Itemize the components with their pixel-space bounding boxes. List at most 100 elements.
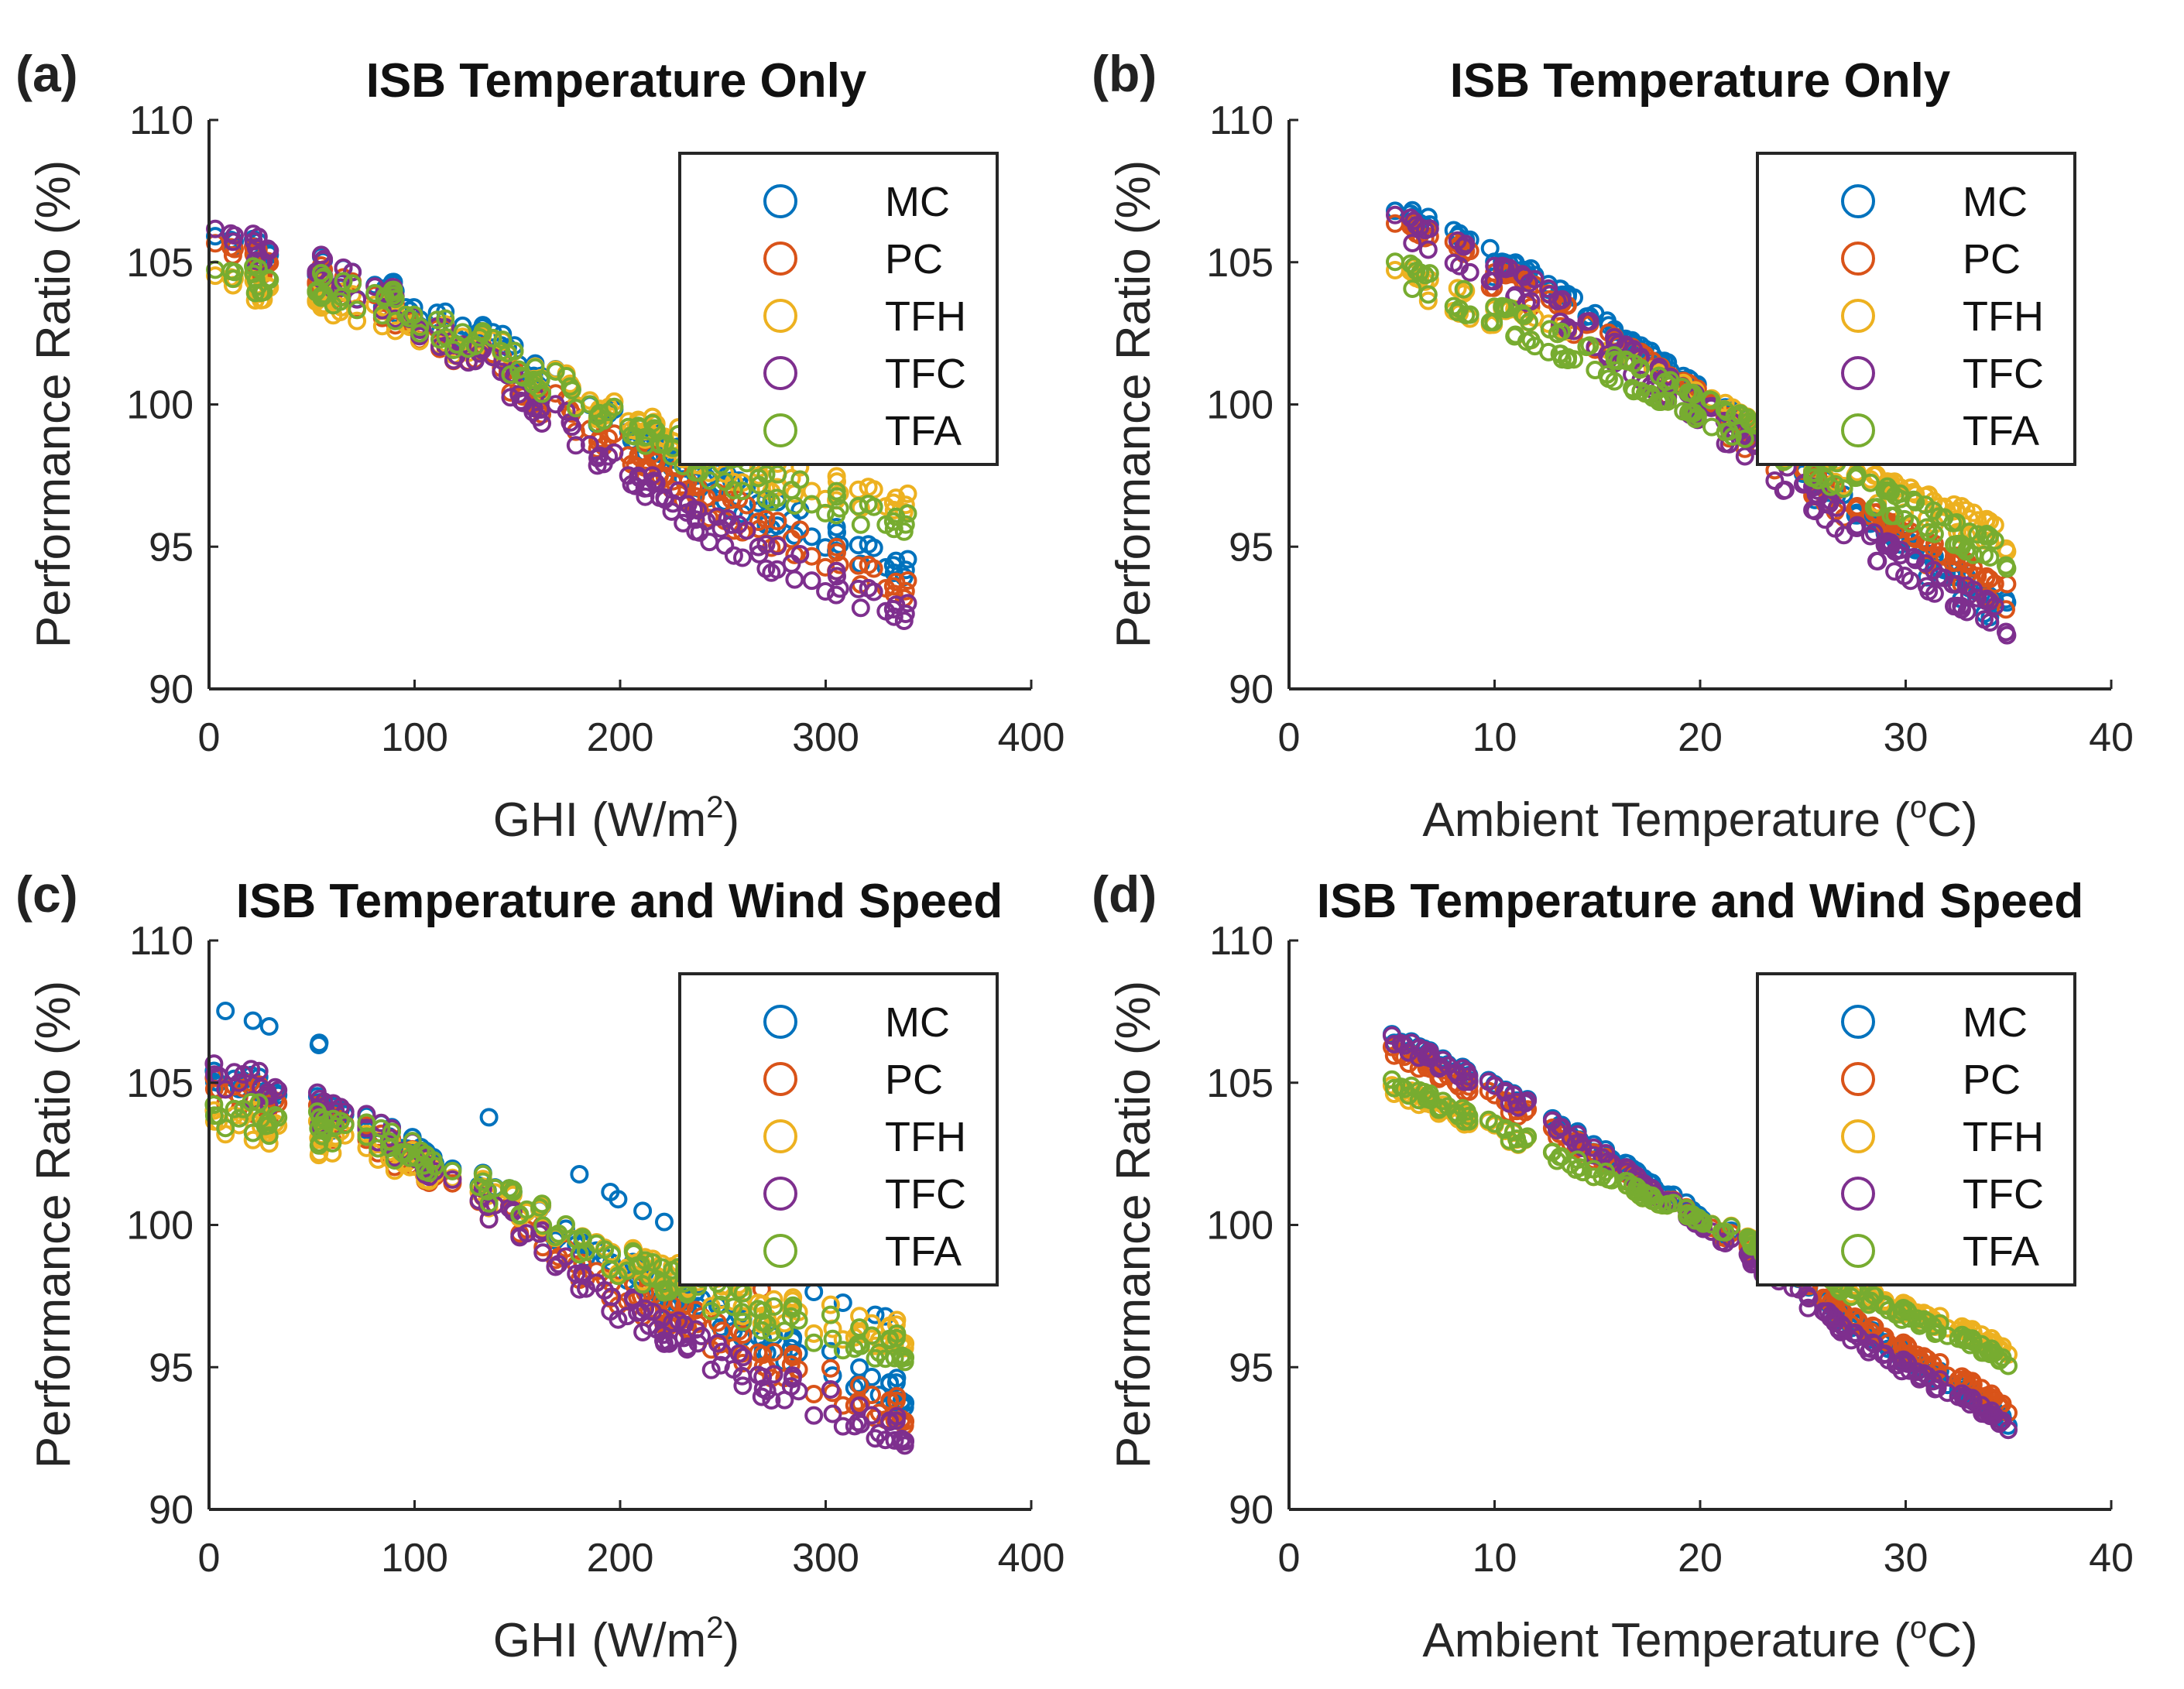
- legend-marker-tfa: [1841, 413, 1875, 447]
- scatter-point-tfa: [733, 1312, 753, 1331]
- scatter-point-tfh: [1945, 495, 1963, 514]
- scatter-point-pc: [898, 571, 917, 590]
- legend-label-tfa: TFA: [1963, 408, 2039, 454]
- scatter-point-tfc: [1881, 533, 1901, 553]
- legend-label-tfc: TFC: [885, 351, 966, 397]
- scatter-point-tfc: [830, 579, 849, 598]
- scatter-point-tfa: [1658, 392, 1678, 411]
- scatter-point-tfa: [804, 1333, 824, 1352]
- x-axis-label: GHI (W/m2): [493, 1611, 739, 1667]
- scatter-point-tfc: [443, 1170, 462, 1189]
- scatter-point-tfc: [862, 1406, 881, 1425]
- scatter-point-tfc: [1384, 1035, 1404, 1053]
- scatter-point-pc: [821, 1358, 840, 1378]
- scatter-point-tfa: [533, 1216, 553, 1235]
- scatter-point-tfa: [524, 370, 543, 389]
- axis-ticks: 0 100 200 300 400 90 95 100 105 110: [126, 98, 1065, 760]
- scatter-point-tfa: [453, 323, 472, 342]
- scatter-point-tfa: [1384, 1078, 1404, 1098]
- scatter-point-tfa: [1930, 1314, 1949, 1333]
- scatter-point-tfa: [384, 280, 403, 300]
- scatter-point-mc: [1597, 311, 1617, 331]
- scatter-point-mc: [827, 518, 846, 536]
- scatter-point-tfa: [1401, 254, 1420, 273]
- y-tick-label: 90: [1229, 1488, 1274, 1533]
- scatter-point-tfa: [307, 1102, 327, 1122]
- scatter-point-tfa: [1479, 1110, 1498, 1129]
- scatter-point-tfh: [605, 392, 624, 411]
- scatter-point-tfa: [410, 324, 429, 343]
- scatter-point-tfa: [1584, 1160, 1603, 1179]
- scatter-point-tfc: [533, 1243, 553, 1262]
- scatter-point-tfc: [249, 1061, 269, 1081]
- scatter-point-tfc: [643, 1302, 663, 1321]
- scatter-point-tfc: [1957, 602, 1977, 622]
- scatter-point-tfa: [783, 1296, 803, 1315]
- scatter-point-tfa: [823, 1329, 842, 1348]
- scatter-point-tfc: [1952, 597, 1971, 615]
- scatter-point-tfc: [1868, 552, 1887, 570]
- scatter-point-tfc: [708, 507, 727, 526]
- scatter-point-tfa: [1484, 313, 1503, 332]
- scatter-point-mc: [887, 1369, 907, 1388]
- legend-box: [678, 972, 999, 1286]
- scatter-point-tfc: [1863, 1333, 1882, 1352]
- y-tick-label: 95: [149, 1345, 194, 1390]
- y-tick-label: 105: [126, 1061, 194, 1106]
- scatter-point-tfa: [1420, 1084, 1439, 1103]
- scatter-point-tfa: [1947, 513, 1966, 532]
- y-tick-label: 90: [149, 1488, 194, 1533]
- legend-label-tfh: TFH: [885, 1114, 966, 1160]
- scatter-point-tfc: [307, 1083, 327, 1102]
- y-tick-label: 105: [1206, 1061, 1274, 1106]
- scatter-point-tfc: [1518, 1091, 1538, 1110]
- legend-marker-tfh: [1841, 299, 1875, 333]
- scatter-point-tfa: [894, 522, 914, 541]
- scatter-point-tfc: [1479, 1072, 1498, 1091]
- y-axis-label: Performance Ratio (%): [1107, 160, 1161, 649]
- scatter-point-tfa: [209, 1106, 228, 1125]
- x-tick-label: 20: [1678, 715, 1723, 760]
- legend-marker-pc: [1841, 242, 1875, 276]
- scatter-point-tfa: [1860, 473, 1880, 492]
- scatter-point-tfa: [790, 470, 810, 489]
- scatter-point-tfc: [557, 402, 576, 421]
- scatter-point-tfa: [396, 305, 416, 324]
- scatter-point-tfc: [244, 231, 263, 251]
- legend-label-mc: MC: [885, 999, 950, 1046]
- scatter-point-tfc: [1885, 562, 1905, 581]
- legend-label-tfa: TFA: [1963, 1228, 2039, 1275]
- scatter-point-tfc: [1618, 1159, 1637, 1178]
- scatter-point-tfa: [1643, 1186, 1661, 1205]
- scatter-point-tfa: [830, 498, 849, 518]
- scatter-point-tfa: [242, 1092, 261, 1112]
- scatter-point-tfa: [1914, 1310, 1933, 1329]
- scatter-point-tfc: [756, 535, 776, 554]
- scatter-point-tfa: [1915, 495, 1935, 515]
- scatter-point-tfa: [546, 361, 565, 381]
- scatter-point-tfc: [1930, 1370, 1949, 1389]
- scatter-point-tfa: [427, 310, 447, 330]
- scatter-point-tfa: [1881, 481, 1900, 500]
- scatter-point-tfc: [701, 1360, 721, 1379]
- scatter-point-tfa: [1895, 509, 1914, 529]
- legend-marker-tfa: [1841, 1234, 1875, 1268]
- scatter-point-tfa: [1597, 365, 1617, 384]
- scatter-point-tfa: [1685, 403, 1704, 423]
- scatter-point-tfc: [1997, 622, 2015, 642]
- scatter-point-tfa: [1661, 371, 1680, 390]
- scatter-point-tfc: [242, 1060, 261, 1079]
- scatter-point-tfa: [1521, 331, 1541, 349]
- scatter-point-tfh: [783, 1288, 803, 1307]
- scatter-point-pc: [783, 1345, 803, 1364]
- scatter-point-tfc: [898, 594, 917, 613]
- x-axis-label: GHI (W/m2): [493, 790, 739, 847]
- legend-marker-tfh: [763, 299, 797, 333]
- scatter-point-tfa: [1968, 525, 1987, 544]
- scatter-point-tfa: [556, 1215, 575, 1234]
- scatter-point-tfa: [1518, 1127, 1538, 1146]
- scatter-point-tfa: [1454, 279, 1473, 299]
- scatter-point-tfh: [1418, 291, 1438, 310]
- y-tick-label: 95: [149, 525, 194, 570]
- legend-box: [1756, 152, 2076, 466]
